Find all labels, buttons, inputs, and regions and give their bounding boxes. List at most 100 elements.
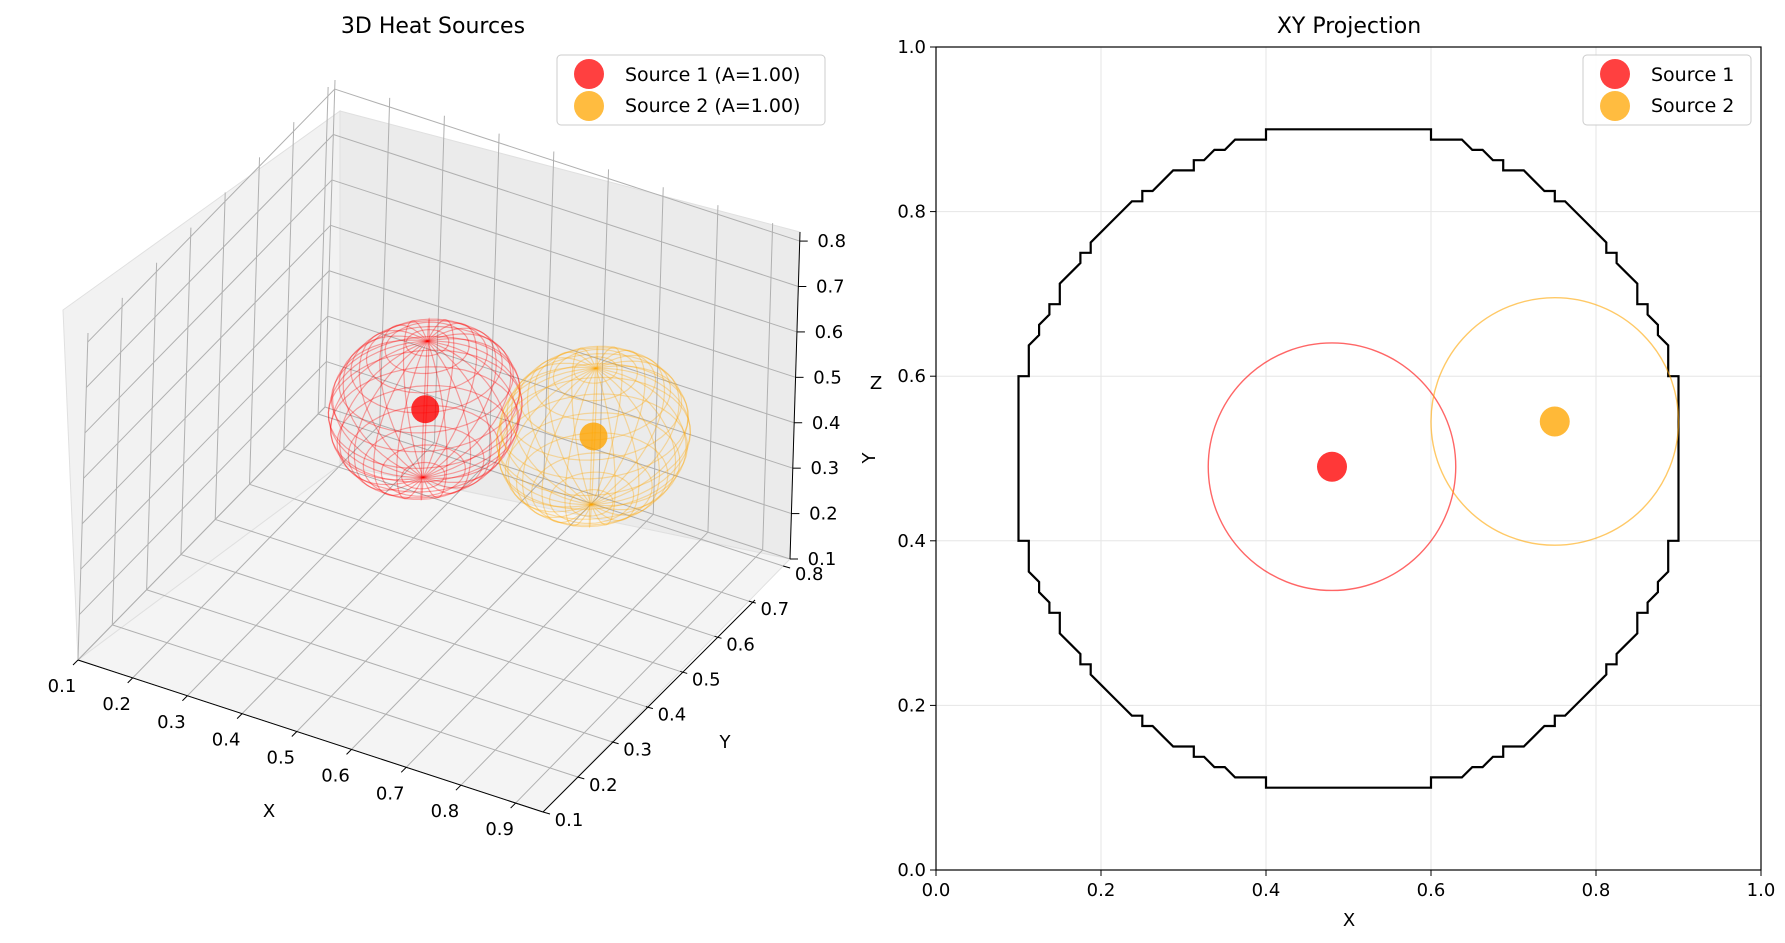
sphere-meridian [591,367,661,516]
sphere-parallel [569,489,614,517]
x-tick-3d [127,677,134,684]
source-1-point [1317,451,1347,482]
legend-xy-marker-source1 [1600,59,1630,89]
sphere-meridian [591,367,687,507]
sphere-meridian [402,320,428,478]
sphere-meridian [547,351,597,505]
sphere-meridian [590,367,640,522]
sphere-meridian [588,368,597,529]
sphere-parallel [498,363,689,480]
sphere-parallel [336,384,513,493]
z-tick-label-3d: 0.1 [808,549,837,570]
legend-3d: Source 1 (A=1.00) Source 2 (A=1.00) [556,54,826,126]
y-tick-label: 0.8 [897,202,926,223]
sphere-meridian [422,317,430,478]
sphere-parallel [552,348,639,402]
grid-back-z [324,406,791,560]
y-tick-3d [577,776,585,780]
grid-floor-y [249,483,715,637]
sphere-meridian [422,340,472,495]
sphere-parallel [329,366,520,483]
chart-xy-title: XY Projection [1277,14,1421,39]
sphere-meridian [327,340,428,478]
sphere-parallel [573,356,618,384]
grid-floor-y [283,448,749,602]
sphere-meridian [423,340,519,480]
grid-xy [935,46,1762,871]
sphere-parallel [401,461,446,490]
sphere-parallel [330,335,521,453]
sphere-meridian [526,357,596,506]
legend-xy-label-source2: Source 2 [1651,95,1734,117]
sphere-meridian [590,349,646,506]
y-tick-3d [645,706,654,710]
grid-back-z [331,179,798,333]
sphere-parallel [405,329,450,357]
y-tick-3d [783,565,791,569]
y-tick-label-3d: 0.1 [555,810,584,831]
grid-floor-y [317,413,784,567]
y-tick-label-3d: 0.6 [726,634,755,655]
sphere-meridian [496,367,596,506]
domain-boundary [1017,128,1680,789]
ticks-xy: 0.0 0.2 0.4 0.6 0.8 1.0 0.0 0.2 0.4 0.6 0.8 1.0 [897,37,1775,901]
sphere-group [327,317,691,529]
sphere-meridian [591,354,666,506]
y-tick-label-3d: 0.8 [795,564,824,585]
axes-frame-xy [935,46,1762,871]
z-tick-label-3d: 0.2 [809,504,838,525]
sphere-meridian [422,319,455,478]
grid-back-z [326,361,792,515]
y-tick-label-3d: 0.5 [692,669,721,690]
z-tick-label-3d: 0.5 [813,367,842,388]
sphere-meridian [422,338,521,478]
grid-floor-y [215,518,681,672]
sphere-parallel [384,321,470,375]
legend-3d-box [556,54,826,126]
sphere-parallel [506,353,683,461]
x-tick-label-3d: 0.1 [48,676,77,697]
grid-back-z [329,270,795,424]
x-tick-label-3d: 0.2 [102,694,131,715]
sphere-meridian [564,368,597,527]
x-tick-label-3d: 0.6 [321,765,350,786]
sphere-parallel [338,325,514,434]
x-axis-line [77,659,544,813]
sphere-parallel [548,471,635,525]
source-2-radius-circle [1430,297,1680,546]
sphere-meridian [353,340,428,491]
sphere-meridian [422,340,492,489]
x-tick-label: 0.0 [922,880,951,901]
chart-xy: XY Projection 0.0 0.2 0.4 0.6 0.8 1.00.00.20.… [859,14,1775,931]
sphere-parallel [380,444,466,497]
sphere-meridian [590,346,623,505]
x-axis-label-3d: X [263,801,275,822]
grid-back-z [334,88,800,242]
grid-floor-y [180,554,647,708]
sphere-meridian [422,340,448,499]
x-tick-label: 0.2 [1087,880,1116,901]
sphere-parallel [504,412,681,520]
z-tick-label-3d: 0.7 [816,277,845,298]
y-tick-label: 0.6 [897,366,926,387]
sphere-source-1 [327,317,523,502]
x-tick-label-3d: 0.7 [376,783,405,804]
sphere-meridian [422,333,512,478]
sphere-meridian [590,346,599,505]
z-tick-label-3d: 0.4 [812,413,841,434]
legend-3d-label-source1: Source 1 (A=1.00) [625,64,800,86]
x-tick-label: 0.8 [1582,880,1611,901]
legend-3d-marker-source2 [574,91,604,121]
y-tick-label-3d: 0.7 [761,599,790,620]
x-tick-3d [291,731,298,737]
sphere-source-2 [496,345,691,529]
sphere-meridian [500,366,596,506]
source-2-point [1539,406,1570,437]
y-tick-label: 0.2 [897,695,926,716]
grid-back-z [330,224,796,378]
sphere-meridian [498,367,596,508]
x-tick-3d [182,695,188,702]
chart-3d-title: 3D Heat Sources [341,14,525,39]
x-tick-label: 1.0 [1747,880,1776,901]
sphere-parallel [365,318,488,394]
